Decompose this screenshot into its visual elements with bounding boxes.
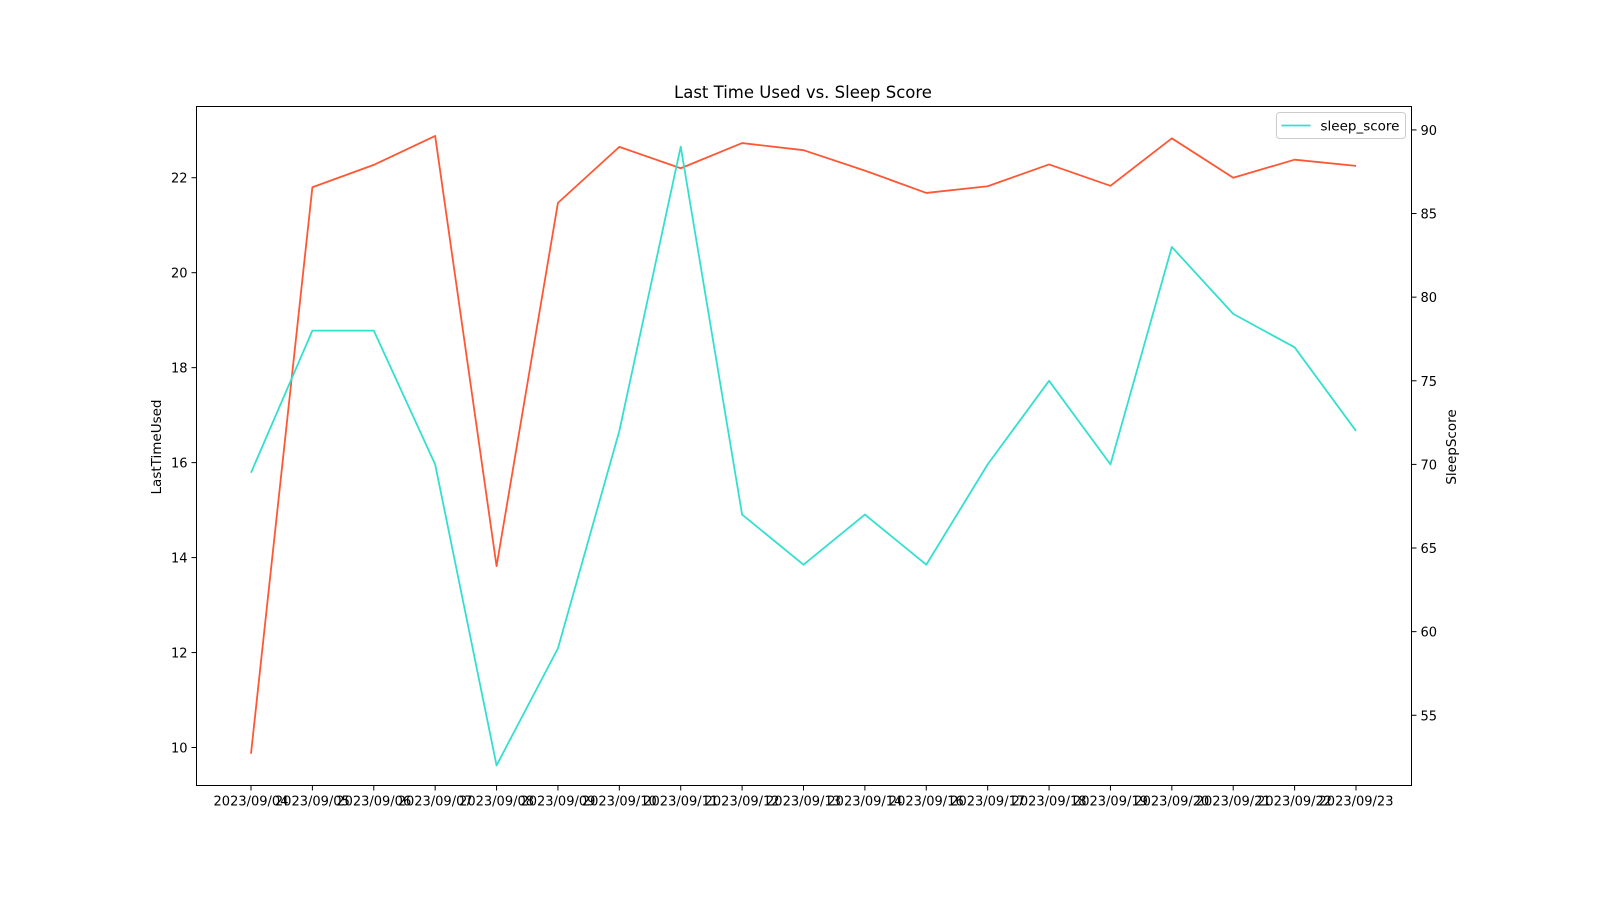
right-y-tick-label: 80 [1421,291,1438,306]
left-y-tick-label: 10 [171,742,188,757]
x-tick-label: 2023/09/10 [582,795,657,810]
left-y-tick-label: 12 [171,647,188,662]
right-y-tick-label: 75 [1421,375,1438,390]
right-y-tick-label: 60 [1421,626,1438,641]
x-tick-label: 2023/09/13 [766,795,841,810]
x-tick-label: 2023/09/19 [1073,795,1148,810]
axes-layer: 2023/09/042023/09/052023/09/062023/09/07… [171,124,1437,810]
right-y-tick-label: 65 [1421,542,1438,557]
series-1-line [250,135,1357,754]
right-y-tick-label: 55 [1421,709,1438,724]
left-y-tick-label: 20 [171,267,188,282]
left-y-tick-label: 16 [171,457,188,472]
x-tick-label: 2023/09/12 [705,795,780,810]
x-tick-label: 2023/09/22 [1257,795,1332,810]
x-tick-label: 2023/09/17 [950,795,1025,810]
left-y-tick-label: 14 [171,552,188,567]
x-tick-label: 2023/09/07 [398,795,473,810]
x-tick-label: 2023/09/06 [336,795,411,810]
x-tick-label: 2023/09/04 [214,795,289,810]
left-axis-label: LastTimeUsed [149,400,165,495]
left-y-tick-label: 18 [171,362,188,377]
right-y-tick-label: 90 [1421,124,1438,139]
right-y-tick-label: 85 [1421,208,1438,223]
x-tick-label: 2023/09/11 [643,795,718,810]
series-layer [250,135,1357,767]
left-y-tick-label: 22 [171,172,188,187]
x-tick-label: 2023/09/08 [459,795,534,810]
right-axis-label: SleepScore [1444,409,1460,484]
chart-title: Last Time Used vs. Sleep Score [674,83,932,102]
x-tick-label: 2023/09/14 [827,795,902,810]
sleep-score-line [250,145,1357,767]
plot-frame [196,106,1412,786]
legend-label: sleep_score [1321,119,1400,135]
x-tick-label: 2023/09/21 [1196,795,1271,810]
legend: sleep_score [1276,112,1406,139]
x-tick-label: 2023/09/05 [275,795,350,810]
x-tick-label: 2023/09/23 [1319,795,1394,810]
x-tick-label: 2023/09/16 [889,795,964,810]
right-y-tick-label: 70 [1421,458,1438,473]
x-tick-label: 2023/09/20 [1134,795,1209,810]
x-tick-label: 2023/09/09 [520,795,595,810]
legend-box [1276,112,1406,139]
x-tick-label: 2023/09/18 [1012,795,1087,810]
